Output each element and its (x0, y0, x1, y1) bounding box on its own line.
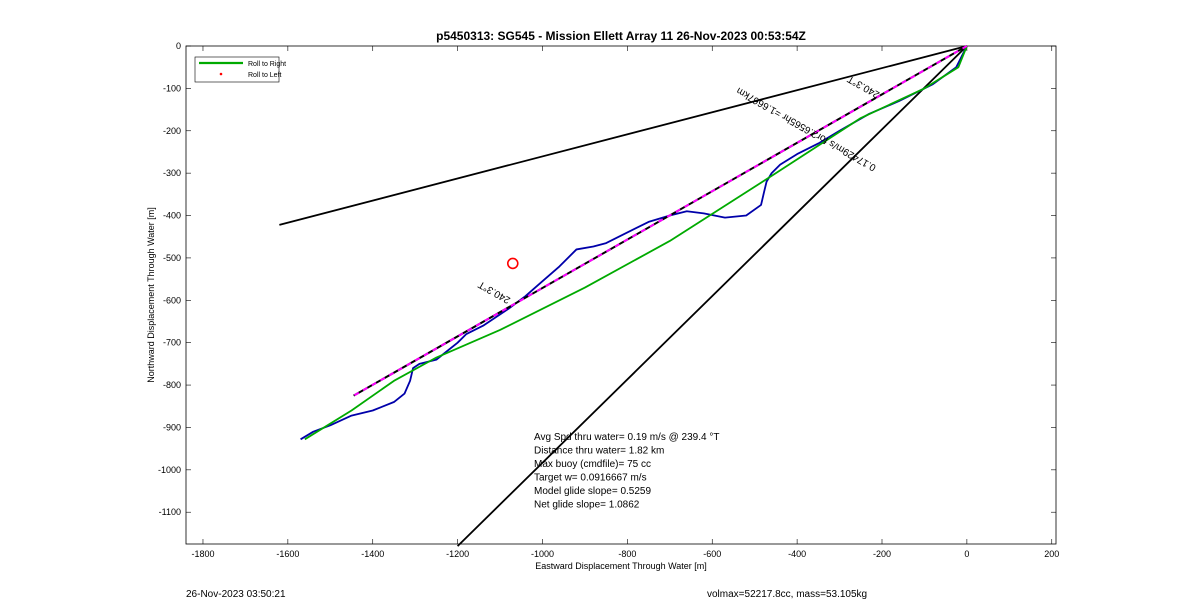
stats-line: Avg Spd thru water= 0.19 m/s @ 239.4 °T (534, 432, 719, 443)
y-tick-label: -700 (163, 338, 181, 348)
x-tick-label: -600 (703, 549, 721, 559)
y-tick-label: -200 (163, 126, 181, 136)
legend-swatch-roll-left (219, 72, 223, 76)
x-tick-label: 0 (964, 549, 969, 559)
legend-label-roll-right: Roll to Right (248, 61, 286, 68)
x-tick-label: -200 (873, 549, 891, 559)
x-tick-label: -1000 (531, 549, 554, 559)
plot-area (185, 45, 1057, 545)
x-tick-label: -1800 (191, 549, 214, 559)
series-line (300, 45, 968, 441)
stats-line: Net glide slope= 1.0862 (534, 500, 640, 511)
y-axis-ticks: 0 -100 -200 -300 -400 -500 -600 -700 -800 -900 -10… (158, 41, 1056, 517)
footer-timestamp: 26-Nov-2023 03:50:21 (186, 589, 286, 600)
y-tick-label: -600 (163, 295, 181, 305)
reference-line (279, 45, 968, 226)
reference-line (456, 45, 968, 547)
series-line (304, 45, 968, 441)
stats-line: Max buoy (cmdfile)= 75 cc (534, 459, 651, 470)
x-tick-label: -1400 (361, 549, 384, 559)
footer-volmax: volmax=52217.8cc, mass=53.105kg (707, 589, 868, 600)
y-tick-label: -100 (163, 83, 181, 93)
stats-box: Avg Spd thru water= 0.19 m/s @ 239.4 °T … (534, 432, 719, 511)
x-axis-ticks: -1800 -1600 -1400 -1200 -1000 -800 -600 -400 -20… (191, 46, 1059, 559)
heading-line-dash (353, 45, 968, 397)
x-tick-label: -1600 (276, 549, 299, 559)
y-tick-label: -1100 (159, 507, 181, 517)
stats-line: Distance thru water= 1.82 km (534, 446, 664, 457)
legend: Roll to Right Roll to Left (194, 56, 286, 83)
x-tick-label: 200 (1044, 549, 1059, 559)
y-axis-label: Northward Displacement Through Water [m] (146, 207, 156, 383)
y-tick-label: 0 (176, 41, 181, 51)
stats-line: Target w= 0.0916667 m/s (534, 473, 647, 484)
y-tick-label: -900 (163, 422, 181, 432)
y-tick-label: -800 (163, 380, 181, 390)
y-tick-label: -400 (163, 211, 181, 221)
legend-label-roll-left: Roll to Left (248, 72, 282, 79)
markers (506, 257, 519, 270)
track-series (300, 45, 968, 441)
stats-line: Model glide slope= 0.5259 (534, 486, 651, 497)
chart-title: p5450313: SG545 - Mission Ellett Array 1… (436, 29, 806, 43)
x-tick-label: -400 (788, 549, 806, 559)
target-marker (506, 257, 519, 270)
y-tick-label: -1000 (158, 465, 181, 475)
y-tick-label: -500 (163, 253, 181, 263)
y-tick-label: -300 (163, 168, 181, 178)
legend-box (194, 56, 280, 83)
reference-lines (279, 45, 968, 547)
x-tick-label: -1200 (446, 549, 469, 559)
x-tick-label: -800 (618, 549, 636, 559)
x-axis-label: Eastward Displacement Through Water [m] (535, 561, 707, 571)
